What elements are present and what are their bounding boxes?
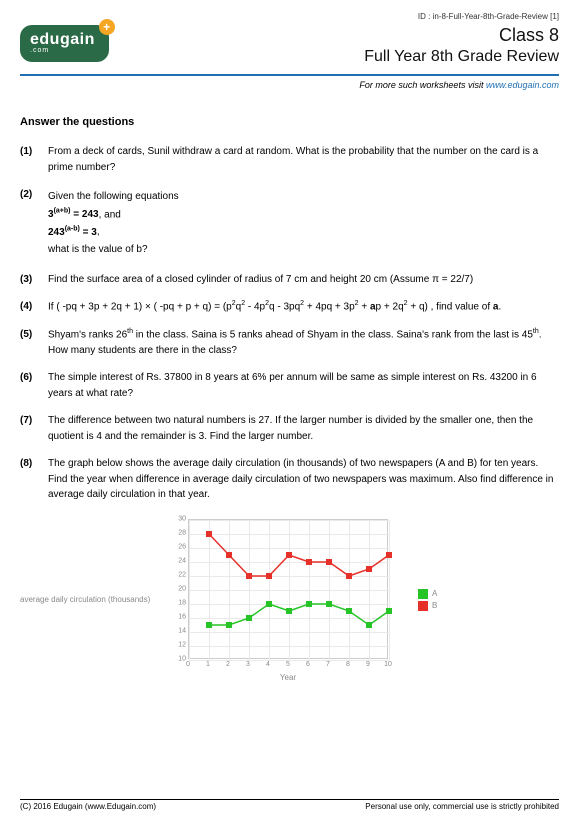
divider [20,74,559,76]
chart-marker [226,622,232,628]
question-item: (3)Find the surface area of a closed cyl… [20,272,559,288]
chart-xtick: 10 [384,661,392,668]
footer: (C) 2016 Edugain (www.Edugain.com) Perso… [20,799,559,811]
question-number: (8) [20,456,48,503]
question-number: (5) [20,327,48,358]
question-item: (5)Shyam's ranks 26th in the class. Sain… [20,327,559,358]
visit-prefix: For more such worksheets visit [359,80,486,90]
chart-marker [206,531,212,537]
page-subtitle: Full Year 8th Grade Review [364,48,559,66]
line-chart: Year 1012141618202224262830012345678910 [170,515,410,685]
question-list: (1)From a deck of cards, Sunil withdraw … [20,144,559,503]
question-item: (2)Given the following equations3(a+b) =… [20,187,559,260]
chart-ytick: 30 [170,515,186,522]
chart-marker [366,622,372,628]
chart-ytick: 28 [170,529,186,536]
question-text: Given the following equations3(a+b) = 24… [48,187,559,260]
question-item: (4)If ( -pq + 3p + 2q + 1) × ( -pq + p +… [20,299,559,315]
chart-xtick: 3 [246,661,250,668]
chart-xlabel: Year [170,673,406,682]
chart-marker [386,608,392,614]
chart-marker [206,622,212,628]
visit-link[interactable]: www.edugain.com [486,80,559,90]
chart-marker [266,601,272,607]
header: edugain .com + Class 8 Full Year 8th Gra… [20,25,559,66]
chart-ytick: 10 [170,655,186,662]
chart-ylabel: average daily circulation (thousands) [20,595,170,604]
chart-marker [286,608,292,614]
chart-xtick: 2 [226,661,230,668]
question-item: (6)The simple interest of Rs. 37800 in 8… [20,370,559,401]
footer-copyright: (C) 2016 Edugain (www.Edugain.com) [20,802,156,811]
chart-marker [346,573,352,579]
question-text: The difference between two natural numbe… [48,413,559,444]
chart-marker [226,552,232,558]
chart-marker [326,559,332,565]
legend-item: A [418,589,437,599]
chart-marker [366,566,372,572]
chart-xtick: 5 [286,661,290,668]
question-number: (7) [20,413,48,444]
chart-marker [246,573,252,579]
legend-swatch [418,589,428,599]
question-item: (1)From a deck of cards, Sunil withdraw … [20,144,559,175]
edugain-logo: edugain .com + [20,25,109,62]
logo-subtext: .com [30,47,95,54]
question-item: (8)The graph below shows the average dai… [20,456,559,503]
chart-marker [326,601,332,607]
logo-text: edugain [30,31,95,48]
chart-ytick: 16 [170,613,186,620]
chart-legend: AB [418,587,437,613]
chart-plot-area [188,519,388,659]
chart-marker [266,573,272,579]
chart-xtick: 8 [346,661,350,668]
chart-marker [386,552,392,558]
legend-item: B [418,601,437,611]
chart-marker [286,552,292,558]
chart-xtick: 4 [266,661,270,668]
chart-marker [346,608,352,614]
chart-ytick: 22 [170,571,186,578]
chart-marker [246,615,252,621]
chart-xtick: 0 [186,661,190,668]
document-id: ID : in-8-Full-Year-8th-Grade-Review [1] [20,12,559,21]
question-text: The simple interest of Rs. 37800 in 8 ye… [48,370,559,401]
chart-ytick: 14 [170,627,186,634]
question-text: Shyam's ranks 26th in the class. Saina i… [48,327,559,358]
section-title: Answer the questions [20,116,559,128]
legend-label: A [432,589,437,598]
question-item: (7)The difference between two natural nu… [20,413,559,444]
chart-ytick: 18 [170,599,186,606]
question-text: The graph below shows the average daily … [48,456,559,503]
question-number: (2) [20,187,48,260]
chart-xtick: 6 [306,661,310,668]
question-text: If ( -pq + 3p + 2q + 1) × ( -pq + p + q)… [48,299,559,315]
chart-ytick: 20 [170,585,186,592]
page-title: Class 8 [364,25,559,46]
chart-marker [306,559,312,565]
visit-line: For more such worksheets visit www.eduga… [20,80,559,90]
question-number: (6) [20,370,48,401]
question-number: (4) [20,299,48,315]
question-number: (3) [20,272,48,288]
footer-notice: Personal use only, commercial use is str… [365,802,559,811]
legend-swatch [418,601,428,611]
question-text: Find the surface area of a closed cylind… [48,272,559,288]
chart-xtick: 7 [326,661,330,668]
legend-label: B [432,601,437,610]
question-number: (1) [20,144,48,175]
chart-xtick: 1 [206,661,210,668]
chart-ytick: 26 [170,543,186,550]
chart-xtick: 9 [366,661,370,668]
chart-ytick: 24 [170,557,186,564]
chart-container: average daily circulation (thousands) Ye… [20,515,559,685]
chart-ytick: 12 [170,641,186,648]
plus-icon: + [99,19,115,35]
question-text: From a deck of cards, Sunil withdraw a c… [48,144,559,175]
chart-marker [306,601,312,607]
